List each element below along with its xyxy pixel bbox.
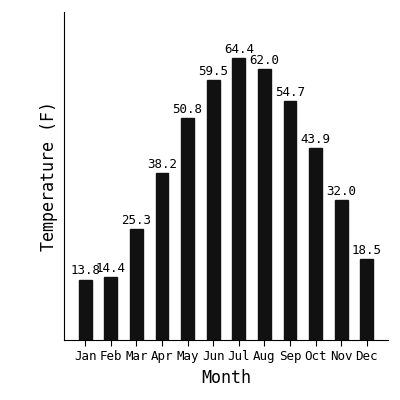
- Text: 50.8: 50.8: [172, 103, 202, 116]
- Bar: [232, 58, 245, 340]
- Bar: [181, 118, 194, 340]
- Text: 14.4: 14.4: [96, 262, 126, 275]
- Text: 54.7: 54.7: [275, 86, 305, 98]
- Bar: [207, 80, 220, 340]
- Y-axis label: Temperature (F): Temperature (F): [40, 101, 58, 251]
- Text: 32.0: 32.0: [326, 185, 356, 198]
- Bar: [360, 259, 373, 340]
- Bar: [130, 229, 143, 340]
- Text: 64.4: 64.4: [224, 43, 254, 56]
- X-axis label: Month: Month: [201, 369, 251, 387]
- Bar: [79, 280, 92, 340]
- Text: 43.9: 43.9: [301, 133, 331, 146]
- Bar: [335, 200, 348, 340]
- Text: 38.2: 38.2: [147, 158, 177, 171]
- Bar: [309, 148, 322, 340]
- Text: 62.0: 62.0: [250, 54, 280, 67]
- Text: 13.8: 13.8: [70, 264, 100, 278]
- Text: 18.5: 18.5: [352, 244, 382, 257]
- Bar: [156, 173, 168, 340]
- Bar: [258, 69, 271, 340]
- Bar: [104, 277, 117, 340]
- Text: 25.3: 25.3: [121, 214, 151, 227]
- Text: 59.5: 59.5: [198, 64, 228, 78]
- Bar: [284, 101, 296, 340]
